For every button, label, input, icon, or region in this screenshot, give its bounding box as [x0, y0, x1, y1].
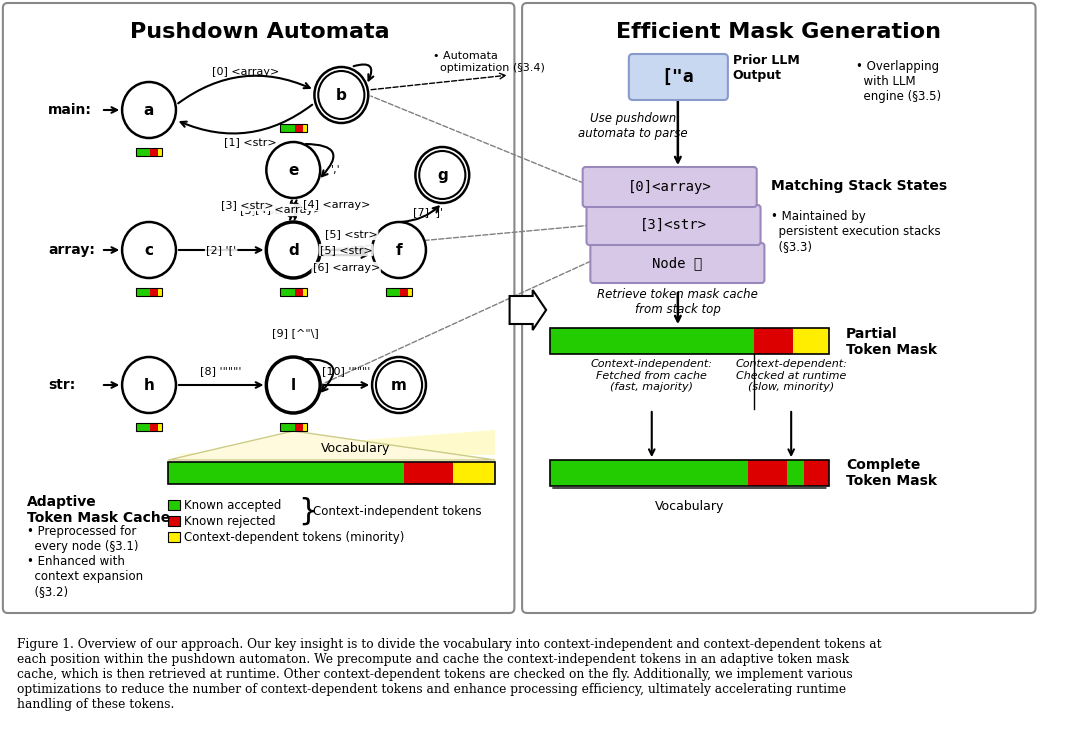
FancyBboxPatch shape [586, 205, 760, 245]
Bar [550, 328, 754, 354]
Text: [3] <str>: [3] <str> [220, 200, 273, 210]
Polygon shape [168, 430, 495, 455]
Bar [280, 124, 295, 132]
Bar [150, 423, 159, 431]
Bar [804, 460, 828, 486]
Bar [168, 462, 404, 484]
Text: Known accepted: Known accepted [184, 498, 281, 512]
Text: Use pushdown
automata to parse: Use pushdown automata to parse [578, 112, 688, 140]
Text: ',': ',' [330, 165, 340, 175]
Bar [280, 288, 295, 296]
Text: m: m [391, 377, 407, 393]
Text: Pushdown Automata: Pushdown Automata [130, 22, 390, 42]
Bar [136, 423, 162, 431]
Bar [168, 462, 495, 484]
Text: Known rejected: Known rejected [184, 515, 275, 527]
Bar [150, 288, 159, 296]
Bar [302, 423, 307, 431]
Text: [10] '"""': [10] '"""' [322, 366, 370, 376]
Text: Matching Stack States: Matching Stack States [771, 179, 947, 193]
Text: main:: main: [49, 103, 92, 117]
Bar [280, 423, 307, 431]
Text: f: f [395, 243, 403, 257]
Text: Adaptive
Token Mask Cache: Adaptive Token Mask Cache [27, 495, 171, 525]
Text: str:: str: [49, 378, 76, 392]
FancyBboxPatch shape [629, 54, 728, 100]
Text: [9] [^"\]: [9] [^"\] [272, 328, 319, 338]
Circle shape [122, 82, 176, 138]
Bar [136, 288, 150, 296]
Bar [295, 288, 302, 296]
Text: • Maintained by
  persistent execution stacks
  (§3.3): • Maintained by persistent execution sta… [771, 210, 941, 253]
Text: Context-dependent tokens (minority): Context-dependent tokens (minority) [184, 530, 404, 544]
Text: [1] <str>: [1] <str> [224, 137, 276, 147]
Bar [168, 516, 179, 526]
Bar [550, 460, 748, 486]
Bar [159, 423, 162, 431]
Text: [4] <array>: [4] <array> [255, 205, 322, 215]
Circle shape [122, 357, 176, 413]
Text: [8] '"""': [8] '"""' [201, 366, 242, 376]
Text: g: g [437, 167, 448, 182]
Bar [754, 328, 793, 354]
Text: [0] <array>: [0] <array> [212, 67, 279, 77]
Text: e: e [288, 162, 298, 178]
Text: • Preprocessed for
  every node (§3.1)
• Enhanced with
  context expansion
  (§3: • Preprocessed for every node (§3.1) • E… [27, 525, 143, 598]
FancyArrow shape [510, 290, 546, 330]
Bar [159, 148, 162, 156]
Bar [787, 460, 804, 486]
Bar [159, 288, 162, 296]
Text: a: a [144, 103, 154, 118]
Polygon shape [168, 431, 495, 460]
Text: }: } [298, 496, 318, 525]
Text: Context-independent:
Fetched from cache
(fast, majority): Context-independent: Fetched from cache … [591, 359, 713, 392]
Text: b: b [336, 88, 347, 103]
Text: Efficient Mask Generation: Efficient Mask Generation [617, 22, 942, 42]
Text: Context-independent tokens: Context-independent tokens [313, 504, 482, 518]
Text: Figure 1. Overview of our approach. Our key insight is to divide the vocabulary : Figure 1. Overview of our approach. Our … [17, 638, 882, 711]
Text: Prior LLM
Output: Prior LLM Output [732, 54, 799, 82]
Circle shape [314, 67, 368, 123]
Text: Complete
Token Mask: Complete Token Mask [846, 458, 937, 488]
Circle shape [122, 222, 176, 278]
Circle shape [267, 357, 320, 413]
Text: Retrieve token mask cache
from stack top: Retrieve token mask cache from stack top [597, 288, 758, 316]
Bar [453, 462, 495, 484]
Bar [401, 288, 408, 296]
Bar [550, 328, 828, 354]
Text: [0]<array>: [0]<array> [627, 180, 712, 194]
Text: • Overlapping
  with LLM
  engine (§3.5): • Overlapping with LLM engine (§3.5) [855, 60, 941, 103]
Text: [3]<str>: [3]<str> [640, 218, 707, 232]
Bar [136, 148, 150, 156]
Bar [793, 328, 828, 354]
Bar [302, 288, 307, 296]
Bar [150, 148, 159, 156]
Text: Vocabulary: Vocabulary [321, 441, 391, 455]
Bar [168, 532, 179, 542]
Bar [302, 124, 307, 132]
Bar [280, 288, 307, 296]
Bar [404, 462, 453, 484]
Text: ["a: ["a [662, 68, 694, 86]
Bar [136, 423, 150, 431]
Bar [386, 288, 401, 296]
FancyBboxPatch shape [522, 3, 1036, 613]
Text: Node ①: Node ① [652, 256, 702, 270]
Text: array:: array: [49, 243, 95, 257]
Text: Partial
Token Mask: Partial Token Mask [846, 327, 937, 357]
Bar [280, 423, 295, 431]
FancyBboxPatch shape [591, 243, 765, 283]
Text: [5] <str>: [5] <str> [325, 229, 377, 239]
Bar [136, 288, 162, 296]
Circle shape [416, 147, 469, 203]
Circle shape [373, 357, 426, 413]
Text: Vocabulary: Vocabulary [654, 500, 724, 513]
Bar [386, 288, 413, 296]
Text: [2] '[': [2] '[' [206, 245, 237, 255]
Text: c: c [145, 243, 153, 257]
Bar [748, 460, 787, 486]
Text: [6] <array>: [6] <array> [312, 263, 380, 273]
Text: [7] ']': [7] ']' [414, 208, 444, 217]
Bar [295, 124, 302, 132]
Bar [550, 460, 828, 486]
